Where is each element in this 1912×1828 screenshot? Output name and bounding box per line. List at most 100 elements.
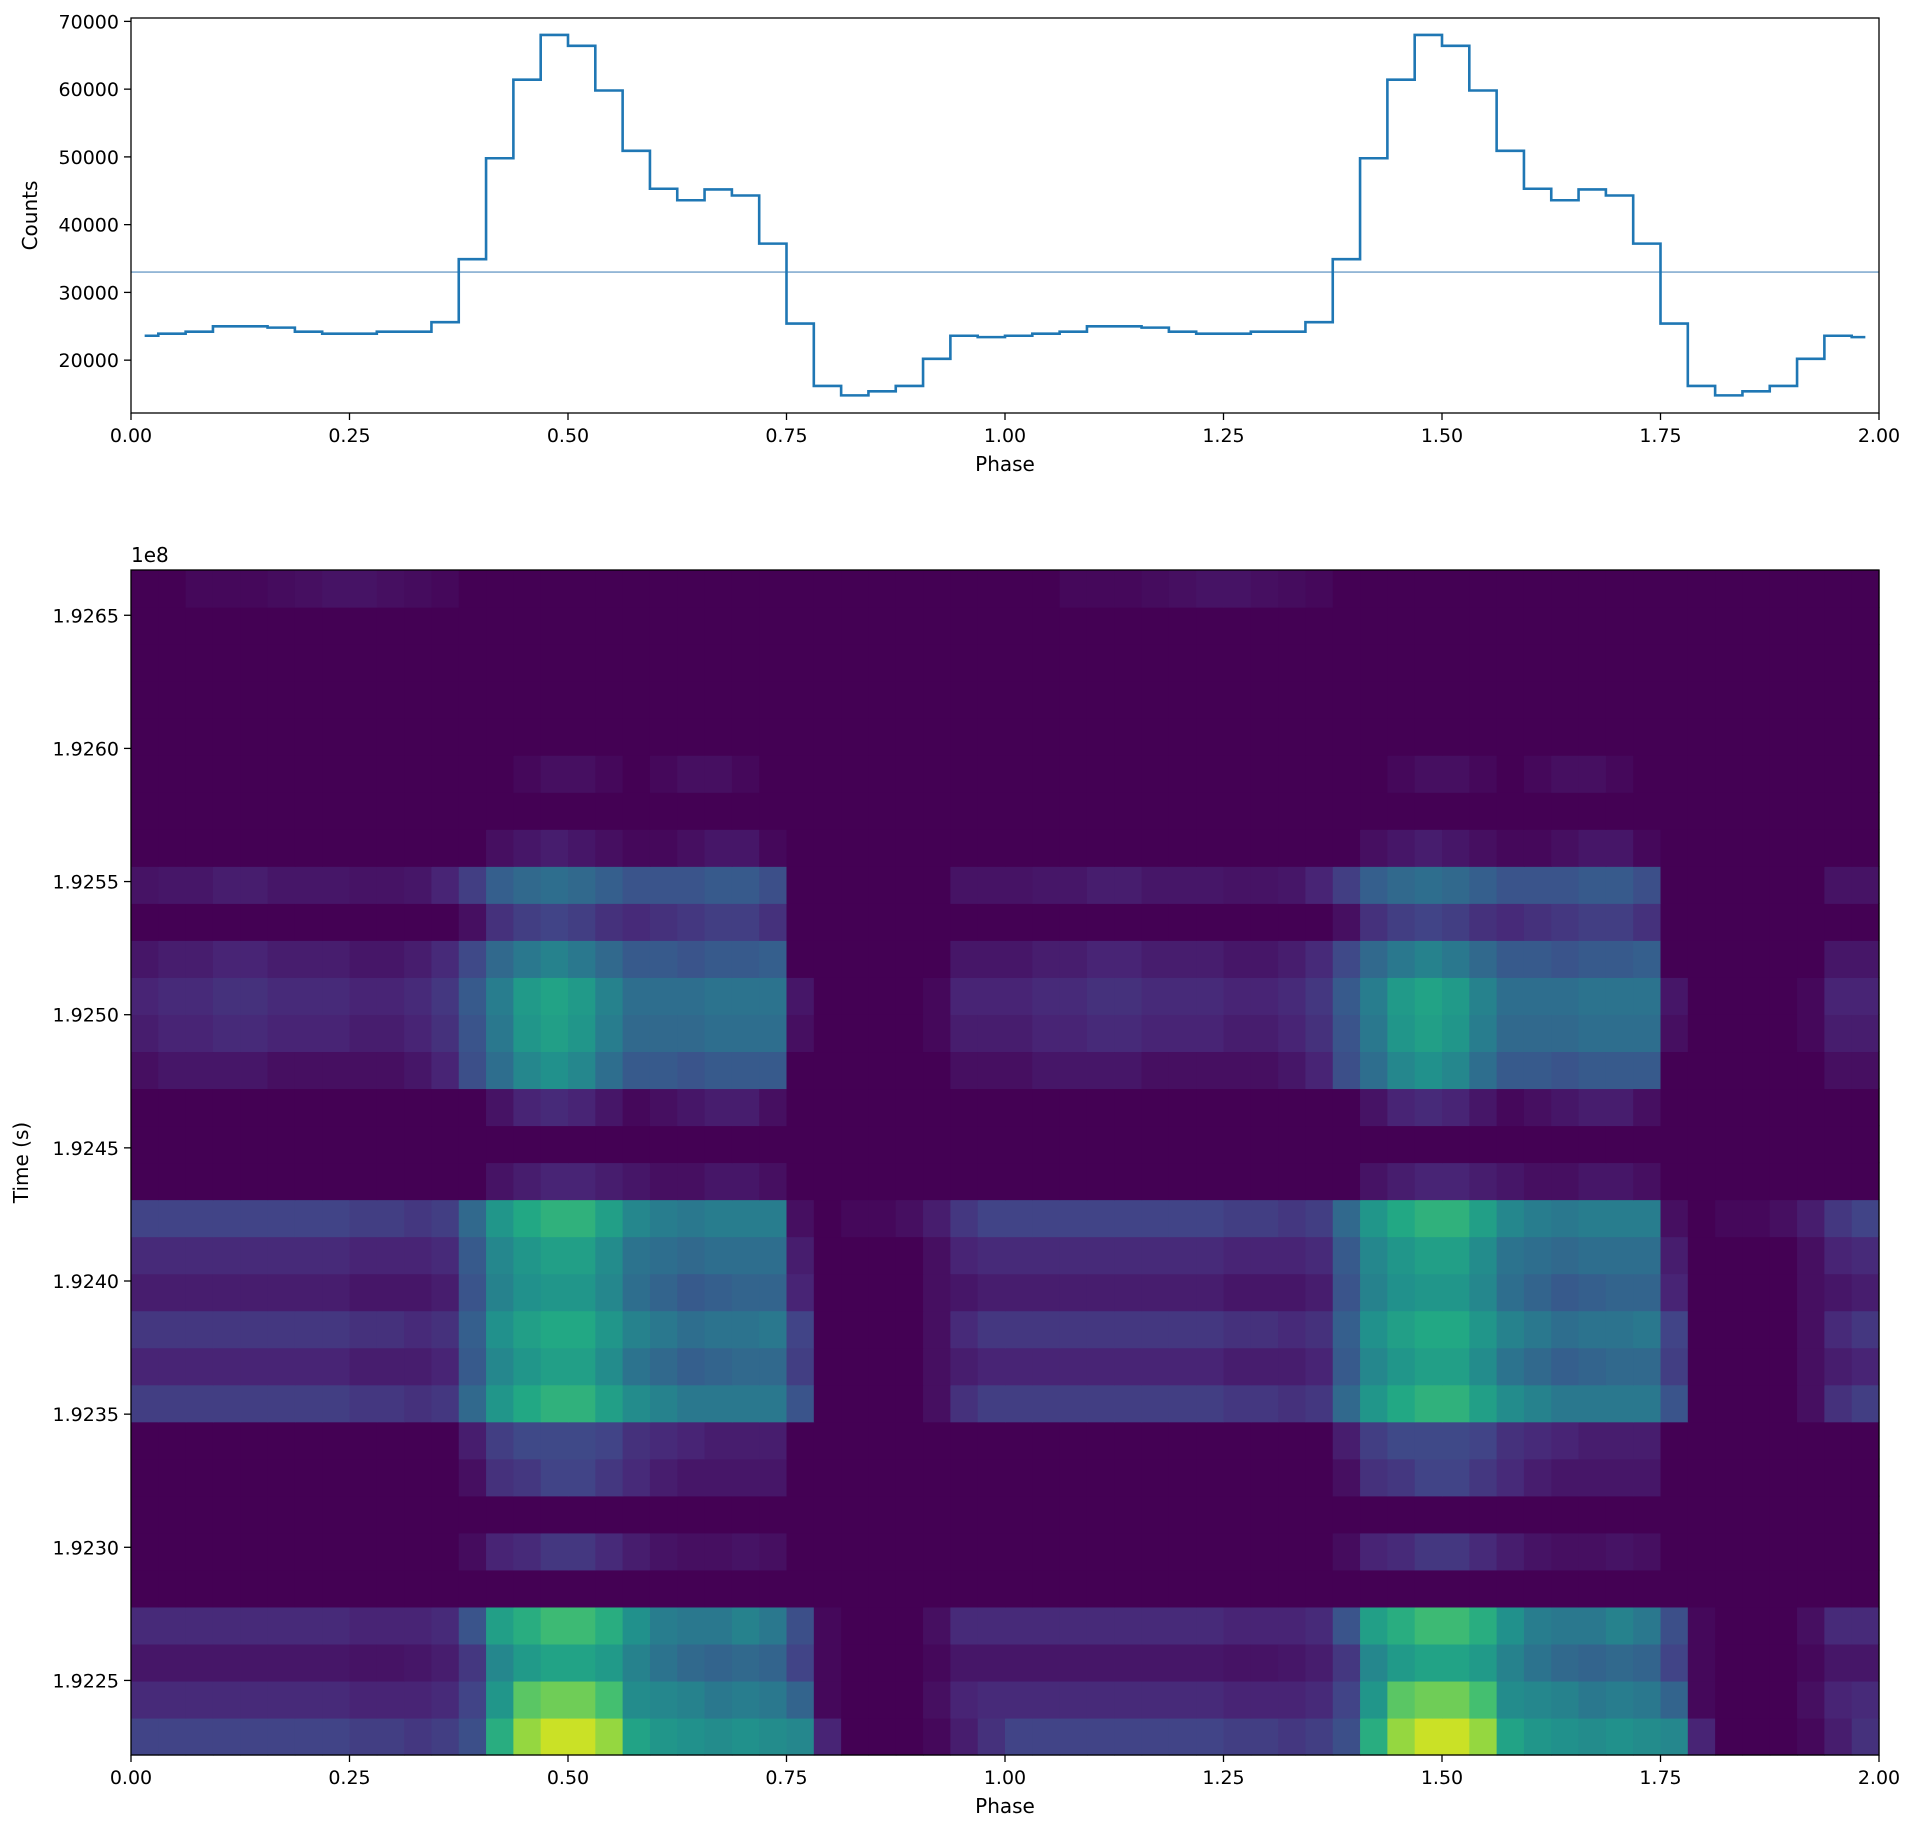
heatmap-cell (786, 1717, 815, 1756)
heatmap-cell (212, 1384, 241, 1423)
heatmap-cell (704, 1273, 733, 1312)
heatmap-cell (649, 1421, 678, 1460)
heatmap-cell (1414, 644, 1443, 682)
heatmap-cell (431, 570, 460, 608)
heatmap-cell (185, 1606, 214, 1645)
heatmap-cell (868, 1051, 897, 1090)
heatmap-cell (349, 1643, 378, 1682)
heatmap-cell (1797, 755, 1825, 793)
heatmap-cell (1496, 1162, 1525, 1201)
heatmap-cell (1496, 718, 1525, 756)
heatmap-cell (1824, 1569, 1853, 1608)
heatmap-cell (458, 1458, 487, 1497)
heatmap-cell (759, 1532, 788, 1571)
heatmap-cell (1032, 1125, 1061, 1164)
heatmap-cell (1742, 1606, 1771, 1645)
heatmap-cell (1223, 940, 1252, 978)
heatmap-cell (622, 1347, 651, 1386)
heatmap-cell (841, 1532, 870, 1571)
heatmap-cell (1851, 1532, 1880, 1571)
heatmap-cell (923, 1569, 951, 1608)
heatmap-cell (1332, 607, 1361, 645)
heatmap-cell (568, 1458, 596, 1497)
heatmap-cell (1086, 1051, 1115, 1090)
heatmap-cell (731, 1125, 760, 1164)
heatmap-cell (1059, 1014, 1088, 1053)
heatmap-cell (1851, 681, 1880, 719)
heatmap-cell (622, 1051, 651, 1090)
heatmap-cell (131, 1680, 159, 1719)
heatmap-cell (1551, 940, 1580, 978)
heatmap-cell (977, 1236, 1006, 1275)
heatmap-cell (1824, 1680, 1853, 1719)
heatmap-cell (1851, 1051, 1880, 1090)
heatmap-cell (649, 866, 678, 904)
heatmap-cell (1250, 1532, 1279, 1571)
heatmap-cell (240, 1532, 269, 1571)
heatmap-cell (1824, 1347, 1853, 1386)
heatmap-cell (1059, 1495, 1088, 1534)
heatmap-cell (1605, 1717, 1634, 1756)
heatmap-cell (1414, 1310, 1443, 1349)
heatmap-cell (322, 1569, 351, 1608)
heatmap-cell (267, 903, 296, 941)
heatmap-cell (1687, 1088, 1716, 1127)
heatmap-cell (1824, 1717, 1853, 1756)
heatmap-cell (131, 570, 159, 608)
heatmap-cell (841, 755, 870, 793)
heatmap-cell (677, 1051, 706, 1090)
heatmap-cell (294, 1347, 323, 1386)
heatmap-cell (1742, 1051, 1771, 1090)
heatmap-cell (731, 570, 760, 608)
heatmap-cell (841, 1384, 870, 1423)
heatmap-cell (131, 792, 159, 830)
heatmap-cell (404, 755, 433, 793)
heatmap-cell (1578, 1569, 1607, 1608)
heatmap-cell (1005, 1458, 1033, 1497)
heatmap-cell (977, 570, 1006, 608)
heatmap-cell (1141, 1606, 1170, 1645)
heatmap-cell (294, 866, 323, 904)
heatmap-cell (376, 1273, 405, 1312)
heatmap-cell (1605, 1125, 1634, 1164)
heatmap-cell (1715, 1680, 1744, 1719)
heatmap-cell (1005, 829, 1033, 867)
heatmap-cell (212, 1125, 241, 1164)
heatmap-cell (1005, 607, 1033, 645)
heatmap-cell (895, 1606, 924, 1645)
heatmap-cell (513, 1421, 542, 1460)
heatmap-cell (131, 1458, 159, 1497)
heatmap-cell (185, 1236, 214, 1275)
heatmap-cell (1769, 792, 1798, 830)
heatmap-cell (1360, 755, 1388, 793)
heatmap-cell (677, 718, 706, 756)
heatmap-cell (1742, 718, 1771, 756)
heatmap-cell (923, 1088, 951, 1127)
heatmap-cell (759, 1236, 788, 1275)
heatmap-cell (267, 644, 296, 682)
heatmap-cell (1168, 1051, 1197, 1090)
heatmap-cell (677, 1680, 706, 1719)
heatmap-cell (1114, 1532, 1143, 1571)
heatmap-cell (431, 1014, 460, 1053)
heatmap-cell (1469, 644, 1498, 682)
heatmap-cell (923, 1458, 951, 1497)
heatmap-cell (1141, 1384, 1170, 1423)
heatmap-cell (1523, 1569, 1552, 1608)
heatmap-cell (1196, 1532, 1225, 1571)
heatmap-cell (895, 570, 924, 608)
heatmap-cell (950, 1051, 979, 1090)
heatmap-cell (376, 940, 405, 978)
heatmap-cell (240, 570, 269, 608)
heatmap-cell (1742, 1162, 1771, 1201)
heatmap-cell (212, 1532, 241, 1571)
heatmap-cell (1578, 1606, 1607, 1645)
heatmap-cell (1332, 1310, 1361, 1349)
heatmap-cell (595, 1162, 624, 1201)
heatmap-x-tick-label: 1.00 (984, 1767, 1026, 1789)
profile-x-tick-label: 1.50 (1421, 425, 1463, 447)
heatmap-cell (677, 755, 706, 793)
heatmap-cell (759, 866, 788, 904)
heatmap-cell (267, 1421, 296, 1460)
heatmap-cell (1305, 755, 1334, 793)
